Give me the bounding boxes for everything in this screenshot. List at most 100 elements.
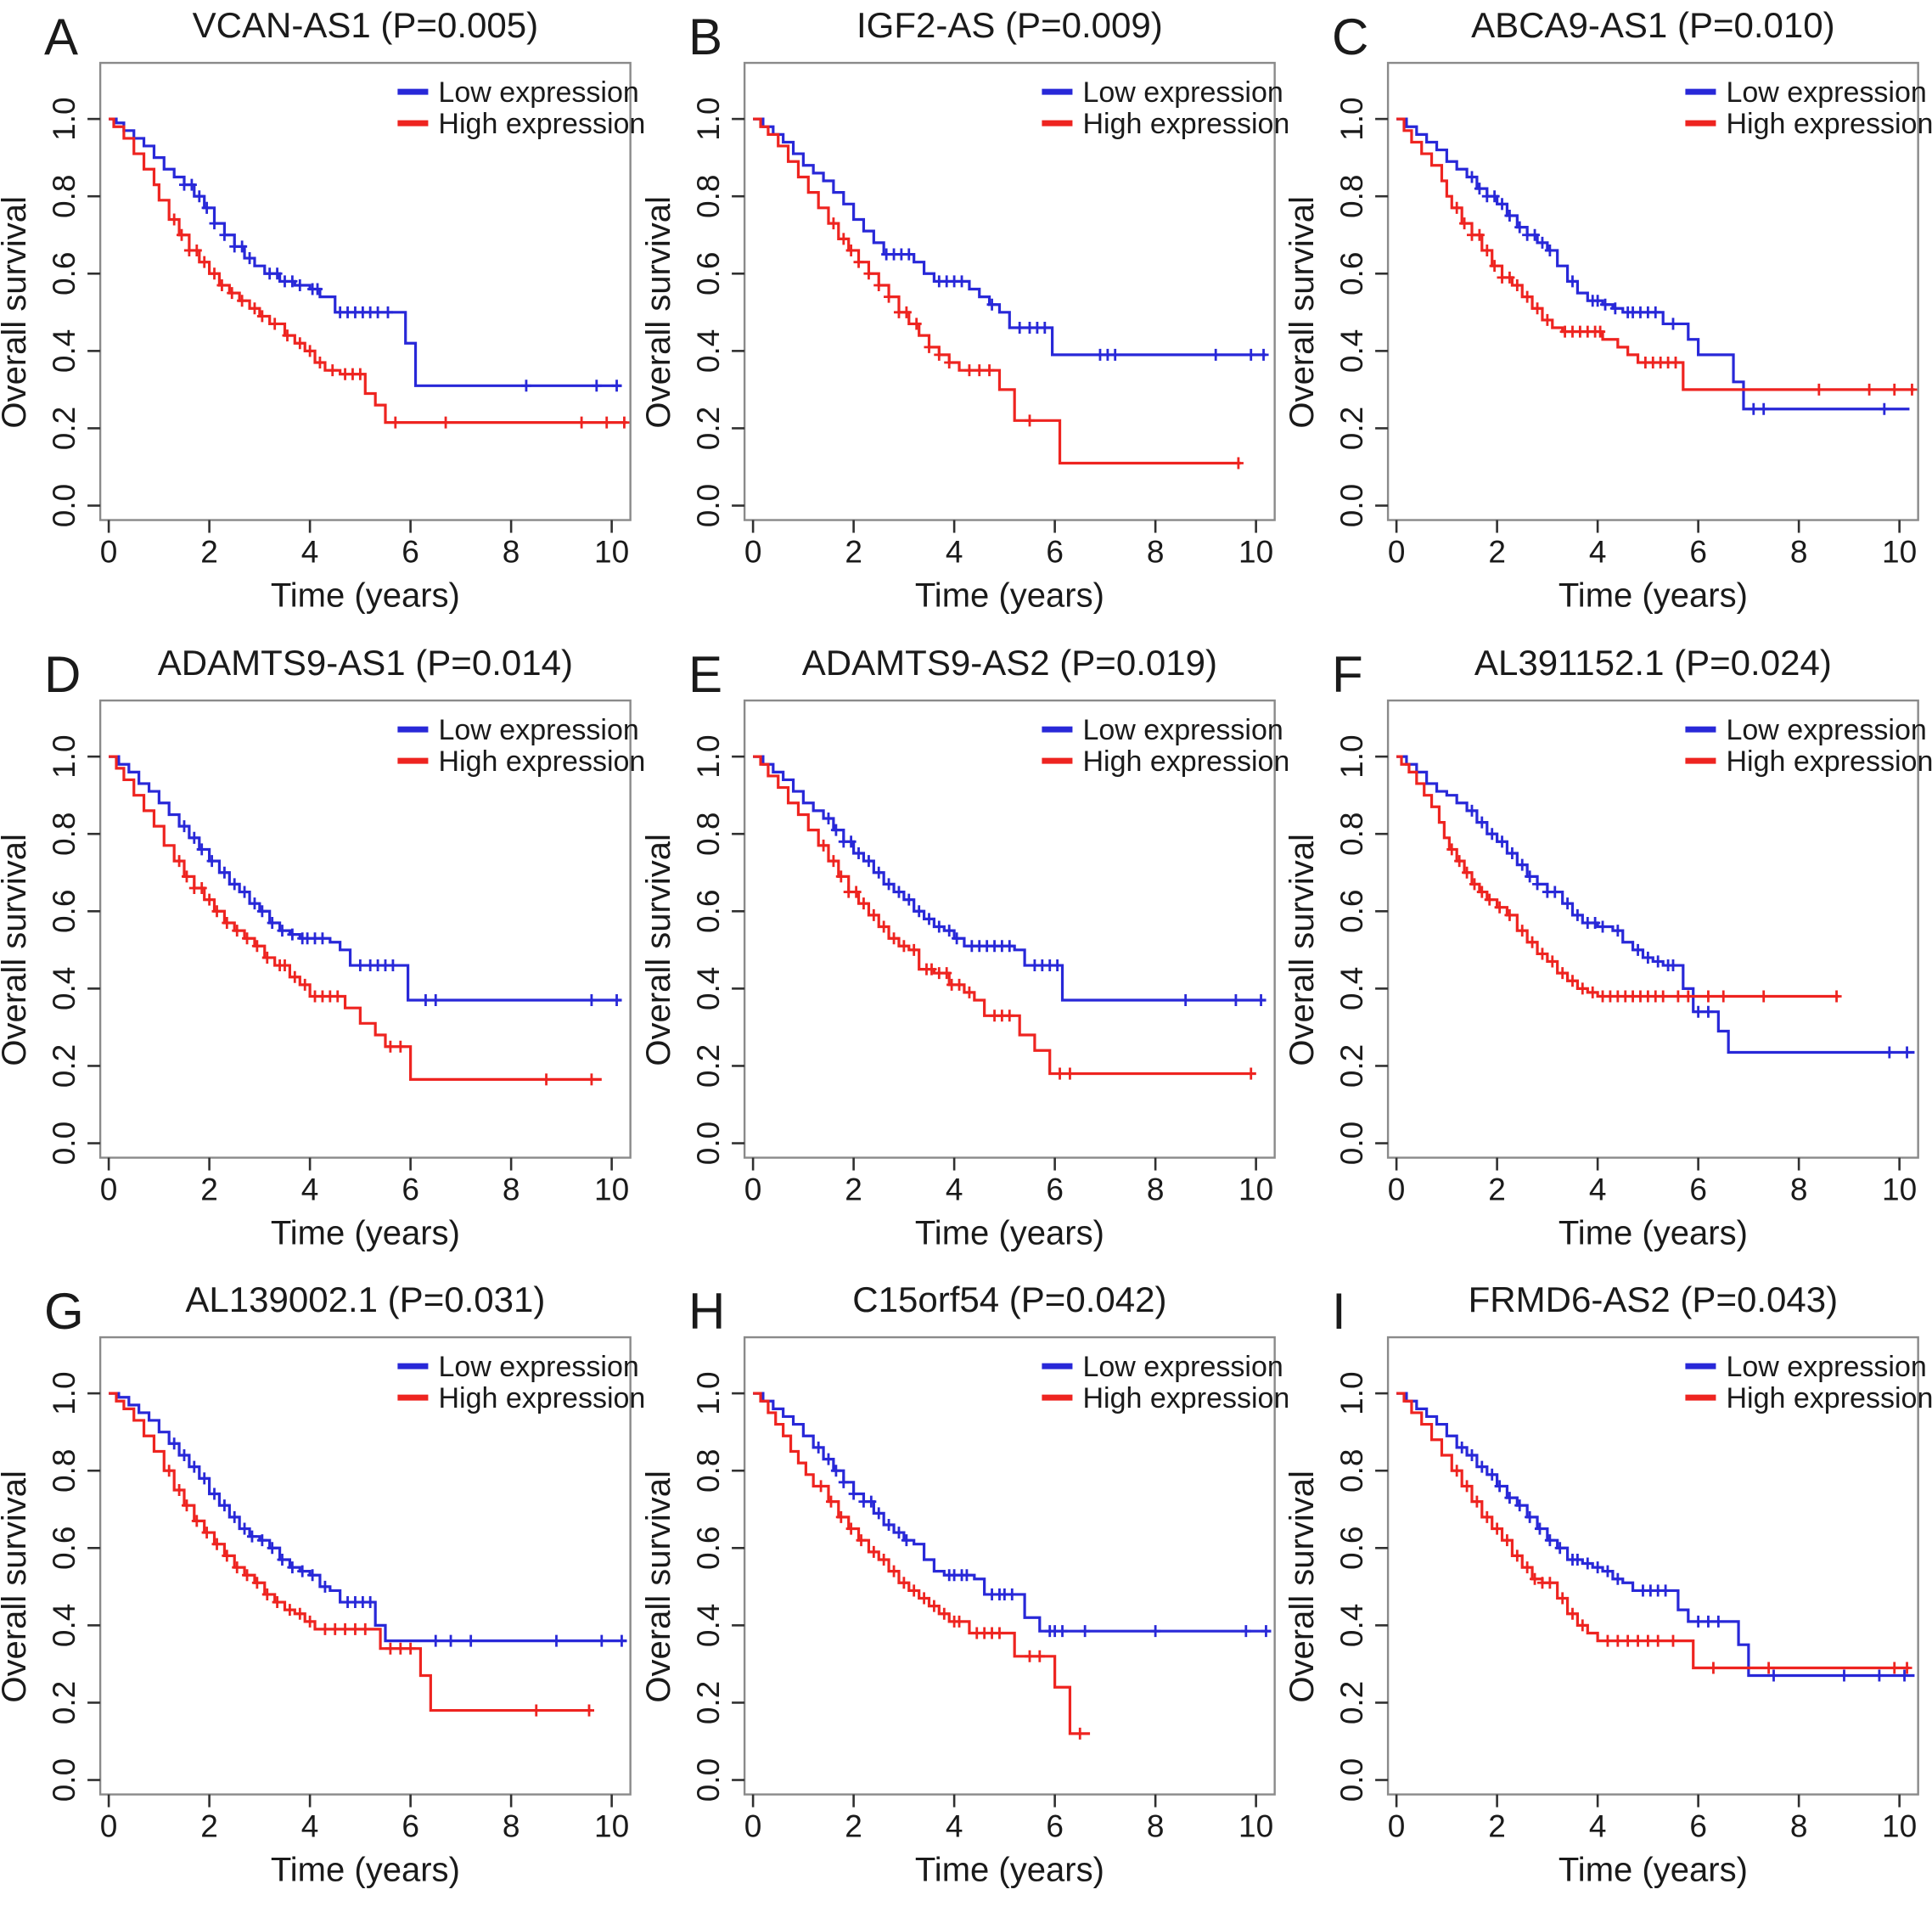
x-axis-label: Time (years) bbox=[915, 1214, 1104, 1251]
x-axis: 0 2 4 6 8 10 bbox=[1388, 1157, 1918, 1206]
y-axis-label: Overall survival bbox=[0, 834, 33, 1066]
plot-box bbox=[743, 61, 1276, 521]
y-tick-label: 0.8 bbox=[1334, 174, 1369, 217]
km-panel-A: A VCAN-AS1 (P=0.005) 0 2 4 6 8 10 Time (years) 0.… bbox=[0, 5, 644, 615]
censor-marks-high-expression bbox=[164, 1465, 595, 1717]
y-tick-label: 0.6 bbox=[690, 889, 726, 932]
y-tick-label: 0.2 bbox=[690, 1681, 726, 1724]
plot-box bbox=[1387, 699, 1920, 1159]
legend-label-low: Low expression bbox=[1082, 1351, 1283, 1383]
y-tick-label: 0.0 bbox=[46, 1758, 81, 1802]
x-tick-label: 2 bbox=[845, 1171, 862, 1206]
plot-box bbox=[98, 61, 632, 521]
km-curve-high-expression bbox=[752, 755, 1256, 1075]
y-tick-label: 0.6 bbox=[690, 1527, 726, 1570]
legend-label-high: High expression bbox=[1082, 745, 1288, 778]
x-axis-label: Time (years) bbox=[271, 577, 460, 615]
x-tick-label: 8 bbox=[1790, 1808, 1808, 1844]
x-tick-label: 4 bbox=[945, 1171, 963, 1206]
panel-title: AL391152.1 (P=0.024) bbox=[1474, 643, 1832, 683]
y-tick-label: 0.8 bbox=[46, 812, 81, 855]
km-series-low-expression bbox=[1396, 1392, 1915, 1682]
km-panel-C: C ABCA9-AS1 (P=0.010) 0 2 4 6 8 10 Time (years) 0… bbox=[1288, 5, 1932, 615]
y-tick-label: 1.0 bbox=[690, 1372, 726, 1415]
x-axis: 0 2 4 6 8 10 bbox=[1388, 520, 1918, 570]
legend-label-high: High expression bbox=[1727, 745, 1932, 778]
y-tick-label: 0.2 bbox=[1334, 407, 1369, 450]
km-panel-B: B IGF2-AS (P=0.009) 0 2 4 6 8 10 Time (years) 0.0… bbox=[644, 5, 1289, 615]
km-curve-low-expression bbox=[1396, 117, 1910, 411]
censor-marks-high-expression bbox=[1446, 843, 1842, 1003]
legend-label-low: Low expression bbox=[1727, 1351, 1927, 1383]
y-tick-label: 0.6 bbox=[690, 252, 726, 295]
censor-marks-low-expression bbox=[880, 248, 1269, 361]
km-curve-high-expression bbox=[109, 755, 602, 1081]
x-tick-label: 10 bbox=[1882, 1171, 1917, 1206]
km-series-high-expression bbox=[1396, 755, 1842, 1003]
y-tick-label: 0.4 bbox=[46, 1604, 81, 1647]
censor-marks-high-expression bbox=[828, 217, 1244, 470]
plot-box bbox=[743, 699, 1276, 1159]
censor-marks-low-expression bbox=[1467, 804, 1912, 1059]
y-tick-label: 0.4 bbox=[690, 966, 726, 1009]
km-series-low-expression bbox=[1396, 117, 1910, 415]
km-curve-high-expression bbox=[1396, 755, 1839, 998]
km-series-low-expression bbox=[752, 117, 1269, 361]
x-tick-label: 4 bbox=[1589, 1808, 1607, 1844]
y-tick-label: 0.4 bbox=[46, 966, 81, 1009]
y-tick-label: 0.0 bbox=[46, 484, 81, 527]
legend-label-low: Low expression bbox=[1082, 76, 1283, 109]
x-tick-label: 0 bbox=[1388, 534, 1406, 570]
x-tick-label: 8 bbox=[1146, 1171, 1164, 1206]
x-tick-label: 0 bbox=[744, 1808, 761, 1844]
km-curve-high-expression bbox=[109, 117, 627, 425]
panel-letter: A bbox=[44, 8, 78, 65]
x-axis: 0 2 4 6 8 10 bbox=[100, 520, 629, 570]
x-tick-label: 10 bbox=[594, 534, 629, 570]
x-tick-label: 4 bbox=[1589, 1171, 1607, 1206]
y-tick-label: 0.8 bbox=[690, 812, 726, 855]
x-axis-label: Time (years) bbox=[915, 577, 1104, 615]
y-tick-label: 0.0 bbox=[1334, 484, 1369, 527]
x-axis: 0 2 4 6 8 10 bbox=[1388, 1794, 1918, 1844]
km-curve-low-expression bbox=[1396, 755, 1915, 1054]
km-series-high-expression bbox=[109, 117, 630, 429]
legend-label-low: Low expression bbox=[438, 1351, 638, 1383]
legend-label-low: Low expression bbox=[1727, 76, 1927, 109]
x-tick-label: 6 bbox=[1690, 1171, 1708, 1206]
x-tick-label: 8 bbox=[1790, 534, 1808, 570]
x-axis-label: Time (years) bbox=[271, 1852, 460, 1889]
km-series-high-expression bbox=[109, 1392, 595, 1717]
y-axis: 0.0 0.2 0.4 0.6 0.8 1.0 bbox=[690, 1372, 744, 1802]
y-axis-label: Overall survival bbox=[1288, 834, 1321, 1066]
x-tick-label: 4 bbox=[301, 534, 319, 570]
x-tick-label: 6 bbox=[1046, 534, 1064, 570]
y-tick-label: 0.0 bbox=[690, 484, 726, 527]
km-curve-low-expression bbox=[109, 755, 622, 1002]
x-axis: 0 2 4 6 8 10 bbox=[744, 1794, 1273, 1844]
y-tick-label: 0.8 bbox=[1334, 812, 1369, 855]
x-tick-label: 6 bbox=[402, 1808, 419, 1844]
x-tick-label: 0 bbox=[1388, 1808, 1406, 1844]
x-tick-label: 2 bbox=[1489, 534, 1507, 570]
panel-title: VCAN-AS1 (P=0.005) bbox=[193, 5, 538, 45]
y-tick-label: 1.0 bbox=[46, 734, 81, 778]
panel-title: ABCA9-AS1 (P=0.010) bbox=[1471, 5, 1835, 45]
legend-label-low: Low expression bbox=[438, 76, 638, 109]
y-axis: 0.0 0.2 0.4 0.6 0.8 1.0 bbox=[46, 97, 101, 527]
censor-marks-low-expression bbox=[823, 812, 1266, 1006]
x-tick-label: 10 bbox=[1238, 1171, 1273, 1206]
panel-letter: E bbox=[688, 646, 722, 703]
km-series-high-expression bbox=[109, 755, 602, 1086]
x-tick-label: 10 bbox=[1882, 1808, 1917, 1844]
km-series-low-expression bbox=[752, 755, 1266, 1006]
y-tick-label: 0.0 bbox=[690, 1758, 726, 1802]
y-tick-label: 0.6 bbox=[46, 889, 81, 932]
km-series-high-expression bbox=[752, 1392, 1090, 1740]
y-tick-label: 0.4 bbox=[46, 329, 81, 373]
